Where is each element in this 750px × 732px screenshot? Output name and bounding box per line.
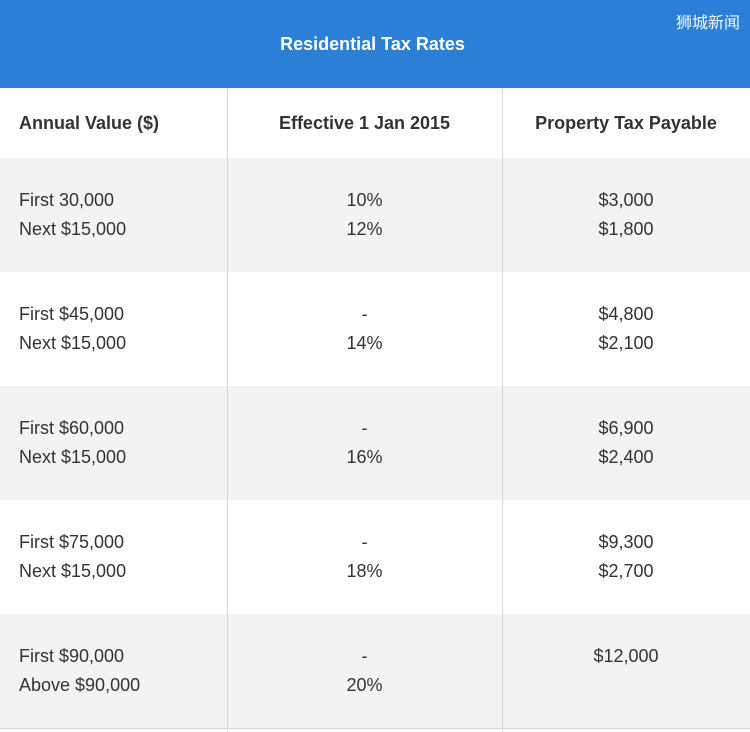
rate-line: - (361, 646, 368, 666)
payable-cell: $4,800 $2,100 (502, 272, 750, 386)
payable-line: $4,800 (598, 304, 654, 324)
table-bottom-border (0, 728, 750, 729)
payable-line: $2,700 (598, 561, 654, 581)
table-title-banner: Residential Tax Rates 狮城新闻 (0, 0, 750, 88)
annual-value-line: First $45,000 (19, 304, 125, 324)
column-header-annual-value: Annual Value ($) (19, 112, 160, 133)
source-watermark: 狮城新闻 (675, 13, 740, 32)
column-divider (502, 88, 503, 732)
rate-cell: - 16% (227, 386, 502, 500)
rate-cell: - 18% (227, 500, 502, 614)
rate-line: 16% (346, 447, 383, 467)
payable-line: $6,900 (598, 418, 654, 438)
column-header-tax-payable: Property Tax Payable (535, 112, 717, 133)
payable-line: $9,300 (598, 532, 654, 552)
payable-cell: $9,300 $2,700 (502, 500, 750, 614)
annual-value-line: Next $15,000 (19, 219, 127, 239)
rate-line: 20% (346, 675, 383, 695)
annual-value-line: Next $15,000 (19, 447, 127, 467)
table-row: First $45,000 Next $15,000 - 14% $4,800 … (0, 272, 750, 386)
annual-value-cell: First $75,000 Next $15,000 (0, 500, 227, 614)
rate-line: 12% (346, 219, 383, 239)
rate-line: 18% (346, 561, 383, 581)
annual-value-line: First 30,000 (19, 190, 115, 210)
annual-value-cell: First $60,000 Next $15,000 (0, 386, 227, 500)
rate-cell: - 14% (227, 272, 502, 386)
table-row: First $60,000 Next $15,000 - 16% $6,900 … (0, 386, 750, 500)
table-header-row: Annual Value ($) Effective 1 Jan 2015 Pr… (0, 88, 750, 158)
payable-cell: $6,900 $2,400 (502, 386, 750, 500)
payable-line: $1,800 (598, 219, 654, 239)
rate-line: - (361, 304, 368, 324)
payable-line: $2,100 (598, 333, 654, 353)
payable-cell: $12,000 (502, 614, 750, 728)
annual-value-cell: First $90,000 Above $90,000 (0, 614, 227, 728)
table-title: Residential Tax Rates (280, 33, 465, 54)
annual-value-cell: First $45,000 Next $15,000 (0, 272, 227, 386)
rate-cell: 10% 12% (227, 158, 502, 272)
rate-line: 14% (346, 333, 383, 353)
annual-value-line: Next $15,000 (19, 561, 127, 581)
payable-line: $12,000 (593, 646, 659, 666)
annual-value-line: First $90,000 (19, 646, 125, 666)
annual-value-line: First $60,000 (19, 418, 125, 438)
column-header-effective-rate: Effective 1 Jan 2015 (278, 112, 451, 133)
table-row: First $75,000 Next $15,000 - 18% $9,300 … (0, 500, 750, 614)
annual-value-line: First $75,000 (19, 532, 125, 552)
rate-cell: - 20% (227, 614, 502, 728)
payable-cell: $3,000 $1,800 (502, 158, 750, 272)
table-row: First 30,000 Next $15,000 10% 12% $3,000… (0, 158, 750, 272)
rate-line: - (361, 532, 368, 552)
payable-line: $3,000 (598, 190, 654, 210)
rate-line: 10% (346, 190, 383, 210)
column-divider (227, 88, 228, 732)
rate-line: - (361, 418, 368, 438)
annual-value-cell: First 30,000 Next $15,000 (0, 158, 227, 272)
table-row: First $90,000 Above $90,000 - 20% $12,00… (0, 614, 750, 728)
payable-line: $2,400 (598, 447, 654, 467)
annual-value-line: Next $15,000 (19, 333, 127, 353)
annual-value-line: Above $90,000 (19, 675, 141, 695)
tax-rates-table: Annual Value ($) Effective 1 Jan 2015 Pr… (0, 88, 750, 732)
